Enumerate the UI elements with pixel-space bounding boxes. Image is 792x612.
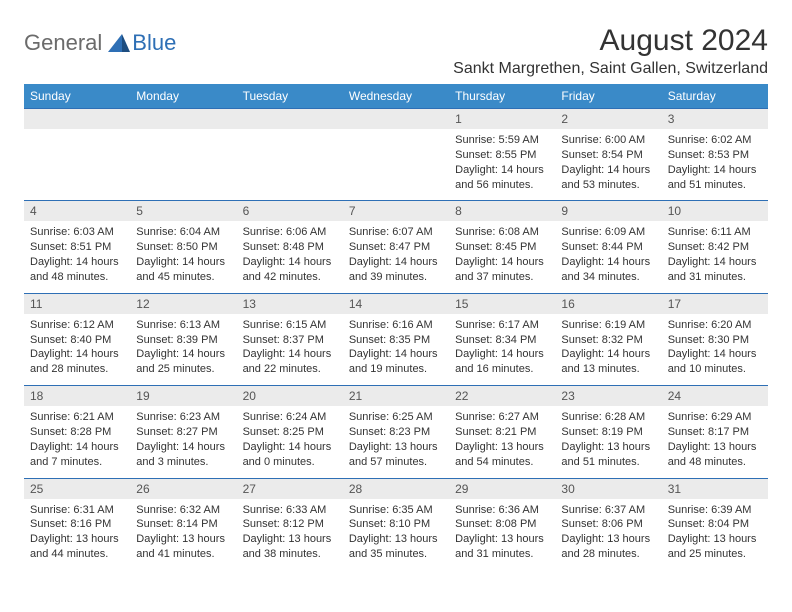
day-header-cell: Wednesday (343, 84, 449, 109)
day-data-row: Sunrise: 6:12 AMSunset: 8:40 PMDaylight:… (24, 314, 768, 386)
day-number-cell: 9 (555, 201, 661, 222)
day-number-cell: 11 (24, 293, 130, 314)
day-header-row: SundayMondayTuesdayWednesdayThursdayFrid… (24, 84, 768, 109)
day-number-cell: 22 (449, 386, 555, 407)
day-data-row: Sunrise: 5:59 AMSunset: 8:55 PMDaylight:… (24, 129, 768, 201)
day-number-cell (343, 109, 449, 130)
day-data-cell: Sunrise: 6:11 AMSunset: 8:42 PMDaylight:… (662, 221, 768, 293)
day-data-cell: Sunrise: 6:16 AMSunset: 8:35 PMDaylight:… (343, 314, 449, 386)
day-data-cell: Sunrise: 6:15 AMSunset: 8:37 PMDaylight:… (237, 314, 343, 386)
day-number-cell: 30 (555, 478, 661, 499)
day-header-cell: Saturday (662, 84, 768, 109)
logo-text-general: General (24, 30, 102, 56)
day-number-cell: 14 (343, 293, 449, 314)
logo: General Blue (24, 24, 176, 56)
day-number-row: 18192021222324 (24, 386, 768, 407)
day-number-cell: 31 (662, 478, 768, 499)
day-header-cell: Monday (130, 84, 236, 109)
day-number-cell (130, 109, 236, 130)
day-data-cell: Sunrise: 6:35 AMSunset: 8:10 PMDaylight:… (343, 499, 449, 570)
day-data-cell: Sunrise: 6:03 AMSunset: 8:51 PMDaylight:… (24, 221, 130, 293)
day-data-cell (130, 129, 236, 201)
day-data-row: Sunrise: 6:31 AMSunset: 8:16 PMDaylight:… (24, 499, 768, 570)
day-number-cell (237, 109, 343, 130)
day-data-cell: Sunrise: 6:17 AMSunset: 8:34 PMDaylight:… (449, 314, 555, 386)
day-data-cell: Sunrise: 6:36 AMSunset: 8:08 PMDaylight:… (449, 499, 555, 570)
day-data-cell: Sunrise: 5:59 AMSunset: 8:55 PMDaylight:… (449, 129, 555, 201)
day-data-cell: Sunrise: 6:24 AMSunset: 8:25 PMDaylight:… (237, 406, 343, 478)
day-header-cell: Thursday (449, 84, 555, 109)
day-header-cell: Friday (555, 84, 661, 109)
day-data-cell: Sunrise: 6:06 AMSunset: 8:48 PMDaylight:… (237, 221, 343, 293)
title-block: August 2024 Sankt Margrethen, Saint Gall… (453, 24, 768, 78)
day-number-row: 123 (24, 109, 768, 130)
day-data-cell: Sunrise: 6:32 AMSunset: 8:14 PMDaylight:… (130, 499, 236, 570)
day-data-cell: Sunrise: 6:23 AMSunset: 8:27 PMDaylight:… (130, 406, 236, 478)
day-data-cell: Sunrise: 6:12 AMSunset: 8:40 PMDaylight:… (24, 314, 130, 386)
day-header-cell: Sunday (24, 84, 130, 109)
day-number-cell: 21 (343, 386, 449, 407)
header: General Blue August 2024 Sankt Margrethe… (24, 24, 768, 78)
day-data-cell: Sunrise: 6:02 AMSunset: 8:53 PMDaylight:… (662, 129, 768, 201)
day-number-cell (24, 109, 130, 130)
logo-triangle-icon (108, 34, 130, 52)
day-number-cell: 1 (449, 109, 555, 130)
day-data-cell: Sunrise: 6:27 AMSunset: 8:21 PMDaylight:… (449, 406, 555, 478)
day-number-cell: 15 (449, 293, 555, 314)
location-subtitle: Sankt Margrethen, Saint Gallen, Switzerl… (453, 60, 768, 78)
day-number-cell: 2 (555, 109, 661, 130)
day-number-cell: 4 (24, 201, 130, 222)
day-number-cell: 23 (555, 386, 661, 407)
logo-text-blue: Blue (132, 30, 176, 56)
calendar-table: SundayMondayTuesdayWednesdayThursdayFrid… (24, 84, 768, 570)
day-number-cell: 6 (237, 201, 343, 222)
day-number-row: 25262728293031 (24, 478, 768, 499)
day-data-row: Sunrise: 6:03 AMSunset: 8:51 PMDaylight:… (24, 221, 768, 293)
day-number-cell: 29 (449, 478, 555, 499)
day-data-cell: Sunrise: 6:19 AMSunset: 8:32 PMDaylight:… (555, 314, 661, 386)
calendar-body: SundayMondayTuesdayWednesdayThursdayFrid… (24, 84, 768, 570)
day-data-cell: Sunrise: 6:29 AMSunset: 8:17 PMDaylight:… (662, 406, 768, 478)
day-number-cell: 27 (237, 478, 343, 499)
day-header-cell: Tuesday (237, 84, 343, 109)
day-number-cell: 16 (555, 293, 661, 314)
day-data-cell: Sunrise: 6:13 AMSunset: 8:39 PMDaylight:… (130, 314, 236, 386)
day-data-row: Sunrise: 6:21 AMSunset: 8:28 PMDaylight:… (24, 406, 768, 478)
day-data-cell: Sunrise: 6:04 AMSunset: 8:50 PMDaylight:… (130, 221, 236, 293)
day-number-cell: 5 (130, 201, 236, 222)
day-number-cell: 8 (449, 201, 555, 222)
day-number-cell: 10 (662, 201, 768, 222)
day-data-cell: Sunrise: 6:00 AMSunset: 8:54 PMDaylight:… (555, 129, 661, 201)
day-number-cell: 19 (130, 386, 236, 407)
day-data-cell: Sunrise: 6:08 AMSunset: 8:45 PMDaylight:… (449, 221, 555, 293)
day-data-cell: Sunrise: 6:31 AMSunset: 8:16 PMDaylight:… (24, 499, 130, 570)
day-number-cell: 17 (662, 293, 768, 314)
day-number-cell: 25 (24, 478, 130, 499)
day-number-cell: 26 (130, 478, 236, 499)
day-number-cell: 18 (24, 386, 130, 407)
day-data-cell (343, 129, 449, 201)
day-data-cell: Sunrise: 6:33 AMSunset: 8:12 PMDaylight:… (237, 499, 343, 570)
day-data-cell: Sunrise: 6:28 AMSunset: 8:19 PMDaylight:… (555, 406, 661, 478)
day-number-cell: 7 (343, 201, 449, 222)
day-data-cell: Sunrise: 6:07 AMSunset: 8:47 PMDaylight:… (343, 221, 449, 293)
day-data-cell: Sunrise: 6:09 AMSunset: 8:44 PMDaylight:… (555, 221, 661, 293)
day-data-cell: Sunrise: 6:37 AMSunset: 8:06 PMDaylight:… (555, 499, 661, 570)
day-data-cell: Sunrise: 6:25 AMSunset: 8:23 PMDaylight:… (343, 406, 449, 478)
month-title: August 2024 (453, 24, 768, 58)
day-number-row: 45678910 (24, 201, 768, 222)
day-data-cell: Sunrise: 6:39 AMSunset: 8:04 PMDaylight:… (662, 499, 768, 570)
day-number-cell: 20 (237, 386, 343, 407)
day-data-cell: Sunrise: 6:21 AMSunset: 8:28 PMDaylight:… (24, 406, 130, 478)
day-number-cell: 24 (662, 386, 768, 407)
day-number-cell: 12 (130, 293, 236, 314)
day-number-row: 11121314151617 (24, 293, 768, 314)
day-number-cell: 13 (237, 293, 343, 314)
day-number-cell: 3 (662, 109, 768, 130)
day-data-cell (237, 129, 343, 201)
day-number-cell: 28 (343, 478, 449, 499)
day-data-cell: Sunrise: 6:20 AMSunset: 8:30 PMDaylight:… (662, 314, 768, 386)
day-data-cell (24, 129, 130, 201)
